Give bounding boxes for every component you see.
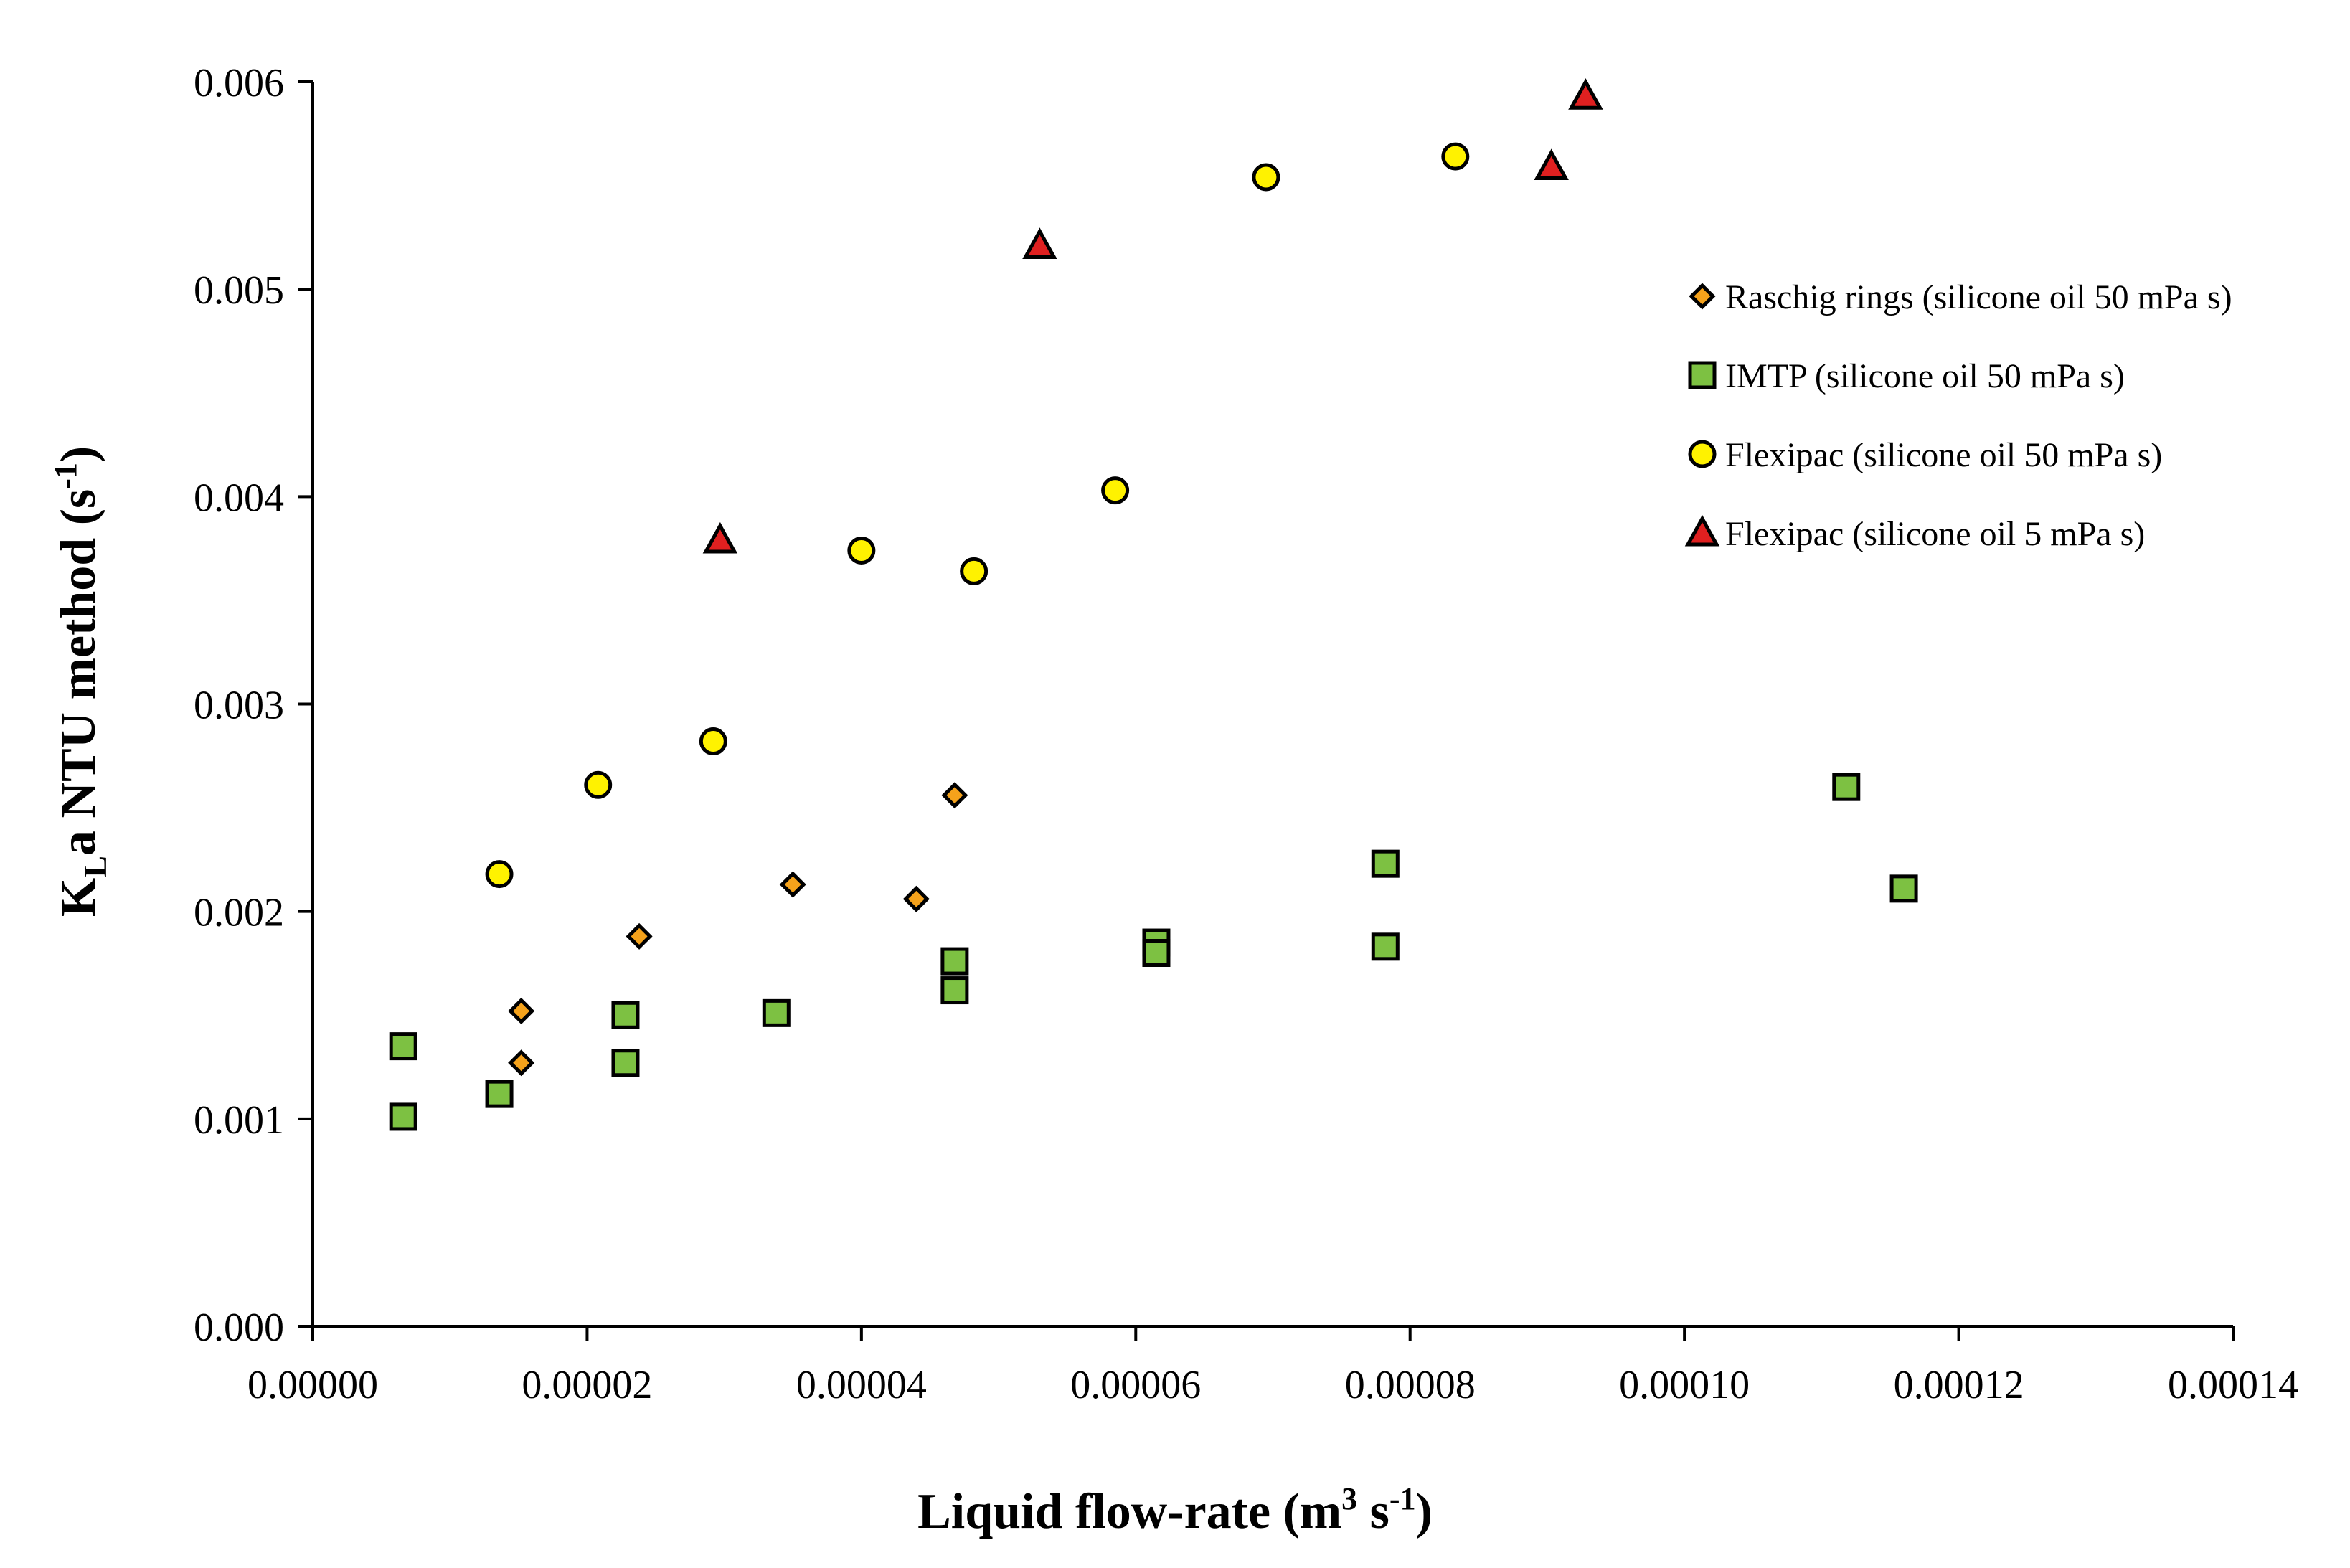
data-point-square <box>1832 773 1861 801</box>
data-point-square <box>611 1049 640 1077</box>
x-tick-label: 0.00012 <box>1894 1363 2024 1407</box>
data-point-square <box>940 947 969 976</box>
legend-item: Flexipac (silicone oil 50 mPa s) <box>1688 436 2162 474</box>
x-tick-label: 0.00006 <box>1070 1363 1201 1407</box>
legend-label: Raschig rings (silicone oil 50 mPa s) <box>1725 278 2232 316</box>
data-points <box>389 78 1918 1131</box>
data-point-circle <box>584 770 613 799</box>
x-tick-label: 0.00008 <box>1345 1363 1476 1407</box>
x-tick-label: 0.00004 <box>796 1363 927 1407</box>
x-tick-label: 0.00000 <box>247 1363 378 1407</box>
series-circle <box>485 142 1470 889</box>
data-point-circle <box>699 727 727 756</box>
data-point-circle <box>485 860 514 889</box>
axes <box>311 82 2233 1328</box>
data-point-diamond <box>902 885 930 912</box>
data-point-square <box>611 1001 640 1029</box>
data-point-circle <box>1441 142 1470 171</box>
data-point-diamond <box>779 871 806 898</box>
data-point-triangle <box>1534 148 1569 181</box>
data-point-square <box>485 1080 514 1108</box>
x-tick-label: 0.00010 <box>1619 1363 1750 1407</box>
data-point-square <box>940 976 969 1005</box>
data-point-circle <box>960 557 988 585</box>
x-axis-title: Liquid flow-rate (m3 s-1) <box>917 1481 1433 1539</box>
y-tick-label: 0.001 <box>194 1098 284 1143</box>
data-point-square <box>389 1102 417 1131</box>
y-tick-label: 0.000 <box>194 1305 284 1350</box>
legend-label: Flexipac (silicone oil 5 mPa s) <box>1725 515 2145 553</box>
data-point-circle <box>1101 476 1130 505</box>
legend-item: IMTP (silicone oil 50 mPa s) <box>1688 357 2125 395</box>
y-tick-label: 0.006 <box>194 61 284 105</box>
data-point-diamond <box>941 782 968 809</box>
data-point-triangle <box>702 521 738 554</box>
x-axis-ticks: 0.00000 0.00002 0.00004 0.00006 0.00008 0.000… <box>247 1326 2298 1407</box>
legend-marker-circle <box>1688 440 1717 468</box>
data-point-square <box>1142 939 1171 967</box>
data-point-diamond <box>508 1049 535 1077</box>
data-point-square <box>1889 874 1918 903</box>
legend-label: IMTP (silicone oil 50 mPa s) <box>1725 357 2125 395</box>
legend-item: Raschig rings (silicone oil 50 mPa s) <box>1689 278 2232 316</box>
y-axis-ticks: 0.000 0.001 0.002 0.003 0.004 0.005 0.006 <box>194 61 313 1350</box>
legend-marker-triangle <box>1684 514 1720 547</box>
y-tick-label: 0.003 <box>194 684 284 728</box>
series-diamond <box>508 782 968 1077</box>
data-point-diamond <box>626 922 653 950</box>
legend-marker-diamond <box>1689 283 1716 310</box>
x-tick-label: 0.00002 <box>522 1363 652 1407</box>
data-point-square <box>1371 932 1400 961</box>
legend-item: Flexipac (silicone oil 5 mPa s) <box>1684 514 2145 553</box>
series-triangle <box>702 78 1603 554</box>
legend-marker-square <box>1688 361 1717 389</box>
y-tick-label: 0.005 <box>194 268 284 313</box>
data-point-diamond <box>508 997 535 1025</box>
data-point-square <box>389 1032 417 1061</box>
data-point-triangle <box>1568 78 1603 110</box>
legend-label: Flexipac (silicone oil 50 mPa s) <box>1725 436 2162 474</box>
data-point-circle <box>847 537 876 565</box>
data-point-circle <box>1252 163 1280 192</box>
x-tick-label: 0.00014 <box>2168 1363 2298 1407</box>
series-square <box>389 773 1918 1131</box>
data-point-square <box>1371 849 1400 878</box>
data-point-triangle <box>1022 227 1057 259</box>
y-tick-label: 0.002 <box>194 891 284 935</box>
data-point-square <box>762 998 791 1027</box>
y-tick-label: 0.004 <box>194 476 284 520</box>
legend: Raschig rings (silicone oil 50 mPa s) IMT… <box>1684 278 2232 553</box>
y-axis-title: KLa NTU method (s-1) <box>48 446 113 917</box>
